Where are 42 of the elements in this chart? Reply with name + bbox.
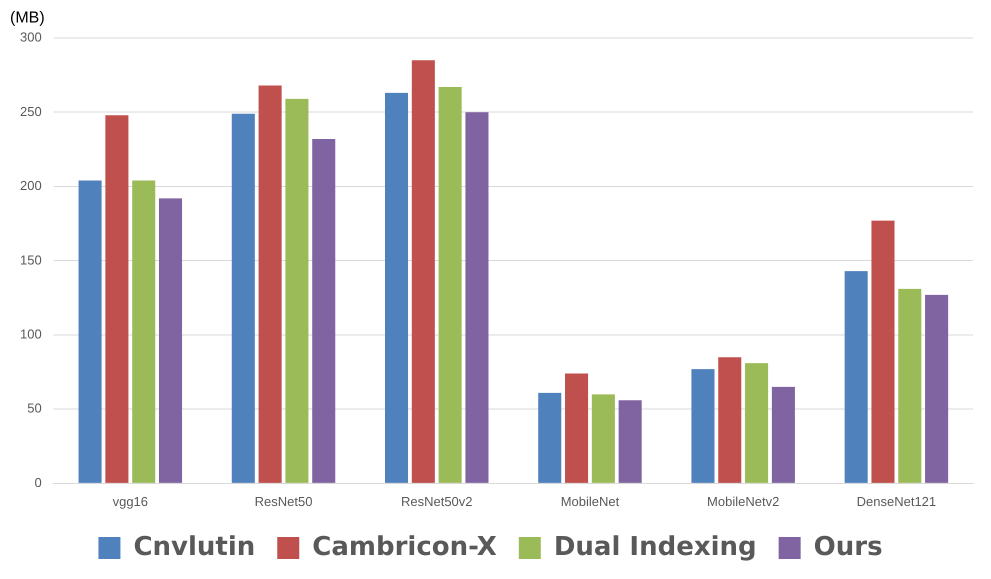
x-tick-label: ResNet50v2 xyxy=(400,494,473,509)
legend-label: Cnvlutin xyxy=(133,532,256,562)
bar xyxy=(871,220,895,483)
y-tick-label: 100 xyxy=(20,326,42,342)
y-tick-label: 300 xyxy=(20,30,42,45)
bar xyxy=(844,271,868,483)
bar xyxy=(312,138,336,483)
y-tick-label: 0 xyxy=(34,474,42,490)
bar xyxy=(898,288,922,483)
bar xyxy=(925,294,948,483)
x-tick-label: vgg16 xyxy=(112,494,148,509)
bar xyxy=(285,98,308,483)
legend-label: Dual Indexing xyxy=(554,532,757,562)
bar xyxy=(258,86,282,483)
x-tick-label: ResNet50 xyxy=(254,494,312,509)
bar xyxy=(691,369,714,483)
bar xyxy=(745,363,768,483)
bar xyxy=(772,386,795,483)
bar xyxy=(232,114,255,483)
x-tick-label: DenseNet121 xyxy=(856,494,936,509)
x-tick-label: MobileNetv2 xyxy=(707,494,780,509)
y-tick-label: 200 xyxy=(20,178,42,194)
bar xyxy=(384,92,408,483)
bar xyxy=(465,112,488,483)
bar xyxy=(412,60,435,483)
x-tick-label: MobileNet xyxy=(560,494,620,509)
bar xyxy=(718,357,742,483)
bar xyxy=(618,400,642,483)
y-axis-title: (MB) xyxy=(10,9,45,26)
bar xyxy=(78,180,102,483)
legend-label: Cambricon-X xyxy=(312,532,497,562)
bar xyxy=(565,374,588,483)
bar xyxy=(132,180,156,483)
y-tick-label: 250 xyxy=(20,104,42,119)
y-tick-label: 50 xyxy=(27,400,42,416)
bar xyxy=(105,115,128,483)
y-tick-label: 150 xyxy=(20,252,42,268)
bar xyxy=(438,86,462,483)
legend-label: Ours xyxy=(814,532,883,562)
bar xyxy=(158,198,182,483)
bar xyxy=(592,394,615,483)
bar xyxy=(538,392,562,483)
